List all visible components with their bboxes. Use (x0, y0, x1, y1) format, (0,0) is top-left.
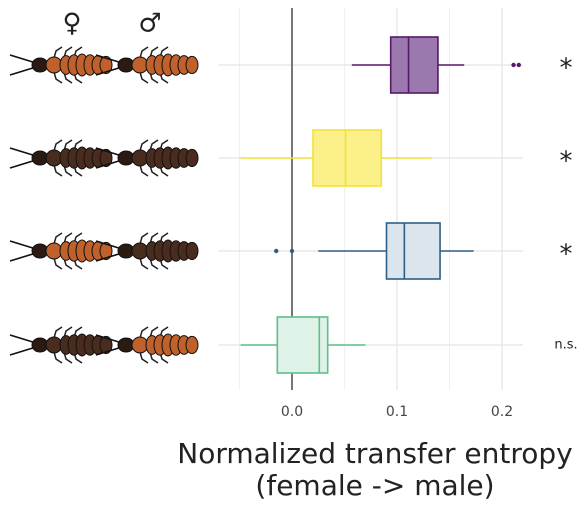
outlier (289, 248, 295, 254)
significance-label: n.s. (554, 338, 577, 353)
antenna (9, 240, 37, 250)
x-tick-label: 0.1 (386, 404, 408, 420)
antenna (9, 54, 37, 64)
antenna (95, 159, 123, 169)
antenna (95, 54, 123, 64)
outlier (511, 62, 516, 68)
x-tick-label: 0.2 (491, 404, 513, 420)
box (385, 222, 441, 280)
antenna (95, 240, 123, 250)
antenna (95, 334, 123, 344)
x-axis-title: Normalized transfer entropy (177, 437, 573, 470)
termite (95, 232, 199, 270)
antenna (95, 252, 123, 262)
abdomen-segment (185, 241, 199, 261)
antenna (9, 159, 37, 169)
abdomen-segment (185, 335, 199, 355)
significance-label: * (560, 54, 573, 84)
x-tick-label: 0.0 (281, 404, 303, 420)
termite (95, 326, 199, 364)
abdomen-segment (185, 148, 199, 168)
significance-label: * (560, 147, 573, 177)
abdomen-segment (99, 55, 113, 75)
box (312, 129, 383, 187)
antenna (9, 346, 37, 356)
outlier (516, 62, 521, 68)
termite (95, 46, 199, 84)
sex-symbol: ♂ (138, 9, 161, 39)
abdomen-segment (99, 148, 113, 168)
antenna (95, 346, 123, 356)
abdomen-segment (185, 55, 199, 75)
abdomen-segment (99, 241, 113, 261)
termite (95, 139, 199, 177)
box (276, 316, 329, 374)
antenna (95, 147, 123, 157)
x-axis-title: (female -> male) (255, 469, 494, 502)
antenna (9, 334, 37, 344)
termite-illustrations: ♀ ♂ (9, 9, 199, 364)
outlier (274, 248, 279, 254)
box (389, 36, 439, 94)
antenna (95, 66, 123, 76)
termite (9, 326, 113, 364)
termite (9, 46, 113, 84)
sex-symbol: ♀ (62, 9, 81, 39)
significance-label: * (560, 240, 573, 270)
antenna (9, 252, 37, 262)
antenna (9, 66, 37, 76)
abdomen-segment (99, 335, 113, 355)
termite (9, 139, 113, 177)
termite (9, 232, 113, 270)
plot-area: 0.0 0.1 0.2 * * * n.s. Normalized transfer entr… (177, 8, 578, 502)
antenna (9, 147, 37, 157)
